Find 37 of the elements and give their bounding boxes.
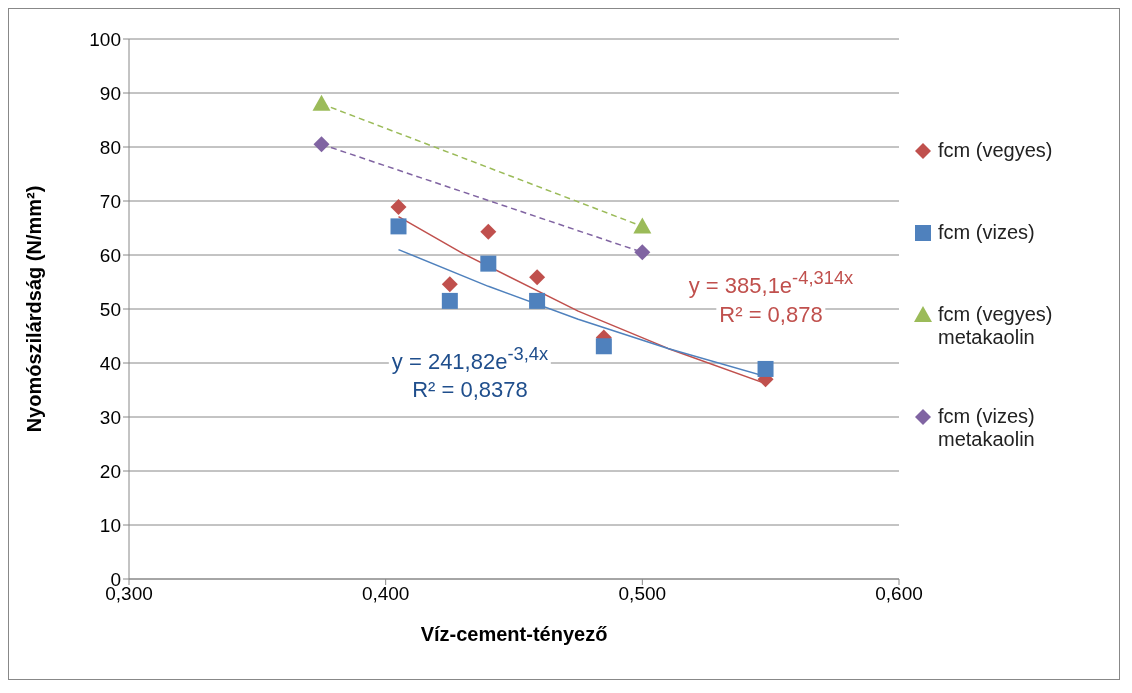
point bbox=[390, 218, 407, 235]
point bbox=[390, 198, 407, 215]
y-tick-label: 100 bbox=[89, 28, 121, 50]
y-tick-label: 10 bbox=[99, 514, 121, 536]
point bbox=[633, 217, 652, 234]
y-tick-label: 40 bbox=[99, 352, 121, 374]
point bbox=[757, 360, 774, 377]
point bbox=[441, 292, 458, 309]
y-tick-label: 20 bbox=[99, 460, 121, 482]
point bbox=[595, 338, 612, 355]
x-tick-label: 0,400 bbox=[361, 583, 410, 605]
y-tick-label: 70 bbox=[99, 190, 121, 212]
y-tick-label: 60 bbox=[99, 244, 121, 266]
point bbox=[480, 255, 497, 272]
annotation: R² = 0,8378 bbox=[409, 377, 531, 403]
annotation: y = 385,1e$^{-4,314x}$ bbox=[685, 267, 857, 299]
point bbox=[312, 94, 331, 111]
legend-label: fcm (vizes) bbox=[938, 221, 1036, 244]
legend-label: fcm (vegyes) metakaolin bbox=[938, 303, 1054, 349]
point bbox=[529, 269, 546, 286]
point bbox=[529, 292, 546, 309]
y-tick-label: 80 bbox=[99, 136, 121, 158]
point bbox=[480, 223, 497, 240]
point bbox=[313, 136, 330, 153]
y-tick-label: 50 bbox=[99, 298, 121, 320]
y-tick-label: 90 bbox=[99, 82, 121, 104]
x-tick-label: 0,500 bbox=[618, 583, 667, 605]
x-tick-label: 0,600 bbox=[875, 583, 923, 605]
legend-label: fcm (vizes) metakaolin bbox=[938, 405, 1036, 451]
point bbox=[441, 276, 458, 293]
annotation: y = 241,82e$^{-3,4x}$ bbox=[388, 343, 552, 375]
legend-label: fcm (vegyes) bbox=[938, 139, 1054, 162]
x-axis-title: Víz-cement-tényező bbox=[420, 623, 608, 645]
y-tick-label: 30 bbox=[99, 406, 121, 428]
annotation: R² = 0,878 bbox=[716, 302, 826, 328]
y-axis-title: Nyomószilárdság (N/mm²) bbox=[23, 185, 46, 433]
point bbox=[634, 244, 651, 261]
